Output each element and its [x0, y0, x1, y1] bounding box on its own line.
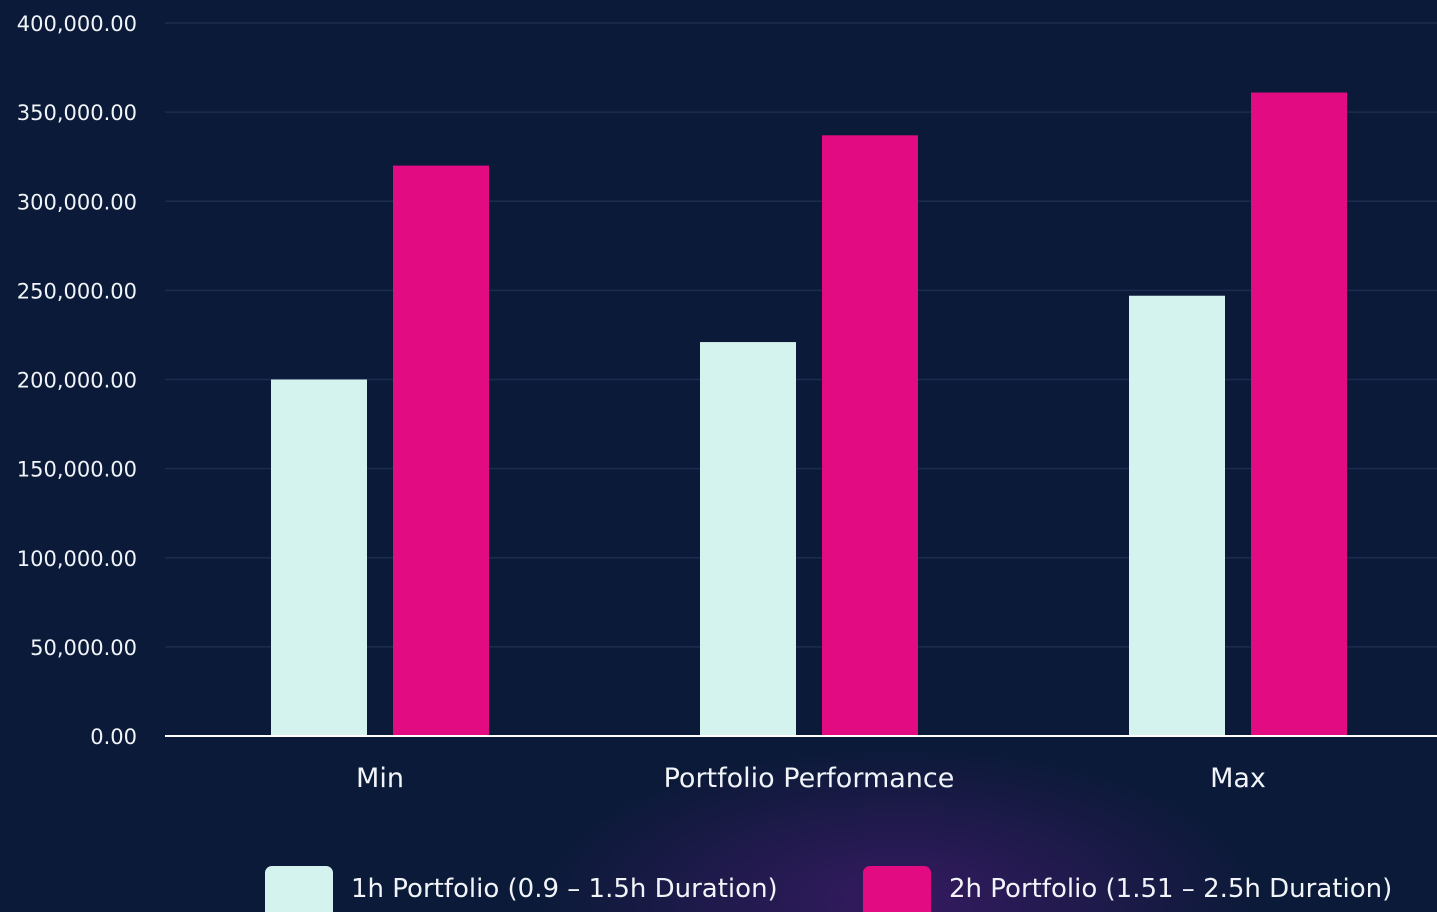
x-category-label: Min	[356, 763, 404, 794]
y-tick-label: 300,000.00	[17, 190, 137, 214]
bar-1h-max[interactable]	[1129, 295, 1225, 736]
y-tick-label: 100,000.00	[17, 547, 137, 571]
bar-2h-max[interactable]	[1251, 92, 1347, 736]
legend: 1h Portfolio (0.9 – 1.5h Duration) 2h Po…	[0, 866, 1437, 912]
y-tick-label: 400,000.00	[17, 12, 137, 36]
y-tick-label: 200,000.00	[17, 369, 137, 393]
bars	[271, 92, 1347, 737]
legend-label-1h: 1h Portfolio (0.9 – 1.5h Duration)	[351, 874, 778, 904]
y-axis-ticks: 0.00 50,000.00 100,000.00 150,000.00 200,000…	[17, 12, 137, 749]
y-tick-label: 250,000.00	[17, 279, 137, 303]
legend-swatch-2h	[863, 866, 931, 912]
legend-item-1h-portfolio[interactable]: 1h Portfolio (0.9 – 1.5h Duration)	[265, 866, 778, 912]
y-tick-label: 350,000.00	[17, 101, 137, 125]
legend-item-2h-portfolio[interactable]: 2h Portfolio (1.51 – 2.5h Duration)	[863, 866, 1392, 912]
bar-2h-min[interactable]	[393, 165, 489, 737]
bar-2h-portfolio-performance[interactable]	[822, 135, 918, 737]
x-category-label: Portfolio Performance	[664, 763, 955, 794]
x-axis-categories: Min Portfolio Performance Max	[356, 763, 1266, 794]
legend-label-2h: 2h Portfolio (1.51 – 2.5h Duration)	[949, 874, 1393, 904]
bar-1h-portfolio-performance[interactable]	[700, 342, 796, 736]
x-category-label: Max	[1210, 763, 1266, 794]
gridlines	[165, 22, 1437, 648]
y-tick-label: 150,000.00	[17, 458, 137, 482]
legend-swatch-1h	[265, 866, 333, 912]
y-tick-label: 0.00	[90, 725, 137, 749]
bar-1h-min[interactable]	[271, 379, 367, 737]
y-tick-label: 50,000.00	[30, 636, 137, 660]
